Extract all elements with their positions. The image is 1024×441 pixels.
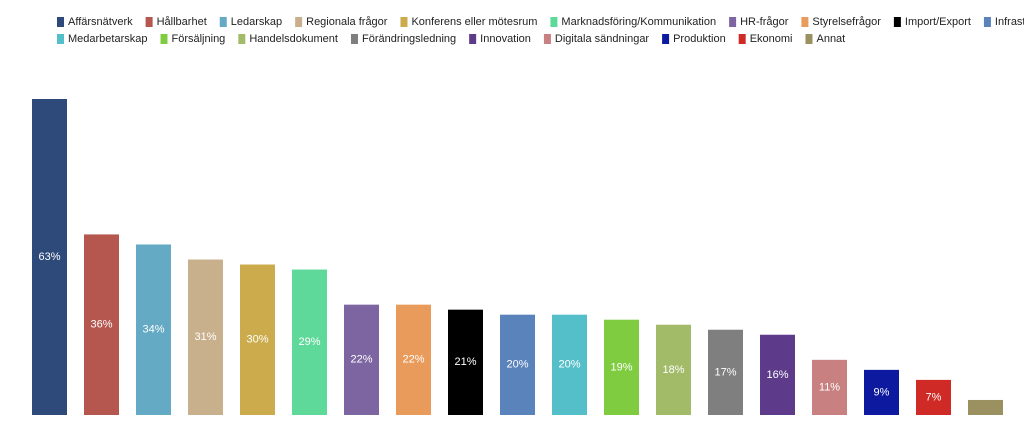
legend-label: Marknadsföring/Kommunikation xyxy=(561,16,716,28)
bar xyxy=(448,309,483,415)
legend-label: Innovation xyxy=(480,33,531,45)
bar xyxy=(864,369,899,415)
legend-swatch xyxy=(160,34,168,44)
bar xyxy=(812,359,847,415)
legend-swatch xyxy=(805,34,813,44)
legend-swatch xyxy=(145,17,153,27)
value-label: 19% xyxy=(610,361,632,373)
legend-label: Ekonomi xyxy=(750,33,793,45)
legend-swatch xyxy=(801,17,809,27)
legend-swatch xyxy=(57,17,64,27)
value-label: 20% xyxy=(506,359,528,371)
bar xyxy=(708,329,743,415)
legend-label: Styrelsefrågor xyxy=(812,16,881,28)
legend-label: Försäljning xyxy=(172,33,226,45)
legend-swatch xyxy=(738,34,746,44)
bar xyxy=(500,314,535,415)
value-label: 30% xyxy=(246,334,268,346)
bar xyxy=(240,264,275,415)
bar xyxy=(32,99,67,415)
legend-swatch xyxy=(550,17,558,27)
bar xyxy=(604,319,639,415)
legend-label: Digitala sändningar xyxy=(555,33,650,45)
value-label: 18% xyxy=(662,364,684,376)
bar xyxy=(656,324,691,415)
value-label: 11% xyxy=(819,381,840,393)
value-label: 34% xyxy=(142,324,164,336)
legend-label: Ledarskap xyxy=(231,16,282,28)
legend-swatch xyxy=(295,17,303,27)
value-label: 20% xyxy=(558,359,580,371)
legend-swatch xyxy=(219,17,227,27)
legend-swatch xyxy=(662,34,670,44)
legend-swatch xyxy=(729,17,737,27)
bar xyxy=(396,304,431,415)
bar xyxy=(344,304,379,415)
legend-swatch xyxy=(893,17,901,27)
legend-label: Produktion xyxy=(673,33,726,45)
legend-label: Infrastruktur xyxy=(995,16,1024,28)
value-label: 29% xyxy=(298,336,320,348)
value-label: 31% xyxy=(194,331,216,343)
value-label: 63% xyxy=(38,251,60,263)
legend-label: Hållbarhet xyxy=(157,16,207,28)
bar xyxy=(136,244,171,415)
legend-label: Import/Export xyxy=(905,16,971,28)
legend-swatch xyxy=(543,34,551,44)
legend-swatch xyxy=(57,34,64,44)
legend-label: Handelsdokument xyxy=(249,33,338,45)
bar xyxy=(84,234,119,415)
legend-label: Annat xyxy=(816,33,845,45)
legend-swatch xyxy=(238,34,246,44)
bar xyxy=(292,269,327,415)
value-label: 22% xyxy=(402,354,424,366)
value-label: 22% xyxy=(350,354,372,366)
value-label: 16% xyxy=(766,369,788,381)
legend-swatch xyxy=(469,34,477,44)
value-label: 36% xyxy=(90,319,112,331)
bar xyxy=(968,399,1003,415)
value-label: 9% xyxy=(874,386,890,398)
value-label: 17% xyxy=(714,366,736,378)
bar xyxy=(916,379,951,415)
legend-swatch xyxy=(983,17,991,27)
bar xyxy=(188,259,223,415)
legend-label: Medarbetarskap xyxy=(68,33,148,45)
legend-label: Affärsnätverk xyxy=(68,16,133,28)
bar xyxy=(760,334,795,415)
value-label: 7% xyxy=(926,391,942,403)
legend-label: Förändringsledning xyxy=(362,33,456,45)
legend-label: Konferens eller mötesrum xyxy=(411,16,537,28)
value-label: 21% xyxy=(454,356,476,368)
bar xyxy=(552,314,587,415)
legend-swatch xyxy=(350,34,358,44)
legend-label: HR-frågor xyxy=(740,16,789,28)
legend-label: Regionala frågor xyxy=(306,16,388,28)
legend-swatch xyxy=(400,17,408,27)
